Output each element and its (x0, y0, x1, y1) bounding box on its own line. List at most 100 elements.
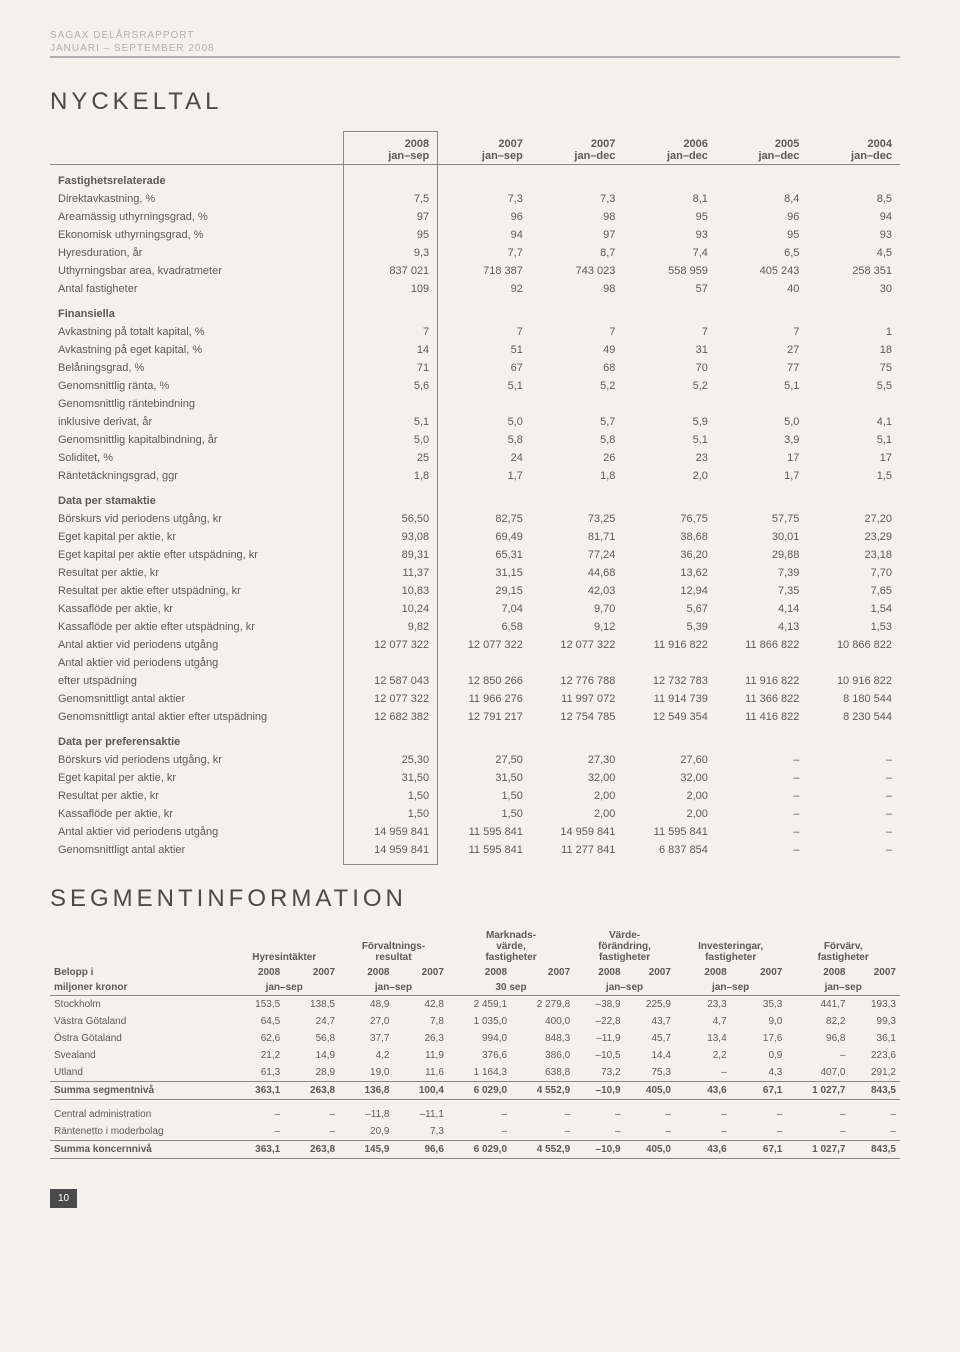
nyckeltal-row-label: Kassaflöde per aktie efter utspädning, k… (50, 618, 344, 636)
nyckeltal-cell: 11 595 841 (623, 823, 716, 841)
nyckeltal-cell: 6,58 (438, 618, 531, 636)
nyckeltal-cell: 7,65 (807, 582, 900, 600)
segment-cell: 363,1 (229, 1141, 284, 1159)
nyckeltal-row-label: Soliditet, % (50, 449, 344, 467)
segment-cell: –11,1 (393, 1106, 447, 1123)
nyckeltal-cell: 95 (716, 226, 807, 244)
nyckeltal-cell: 95 (344, 226, 438, 244)
segment-cell: 4 552,9 (511, 1141, 574, 1159)
nyckeltal-cell: 7,5 (344, 190, 438, 208)
nyckeltal-cell: 258 351 (807, 262, 900, 280)
nyckeltal-cell: 12 732 783 (623, 672, 716, 690)
nyckeltal-cell (807, 395, 900, 413)
nyckeltal-row-label: Räntetäckningsgrad, ggr (50, 467, 344, 485)
nyckeltal-table: 2008jan–sep2007jan–sep2007jan–dec2006jan… (50, 131, 900, 865)
nyckeltal-section-title: Data per preferensaktie (50, 726, 344, 751)
nyckeltal-cell: 97 (344, 208, 438, 226)
nyckeltal-cell: 57,75 (716, 510, 807, 528)
segment-cell: – (448, 1106, 511, 1123)
nyckeltal-cell: 11 914 739 (623, 690, 716, 708)
nyckeltal-cell: 12 776 788 (531, 672, 624, 690)
nyckeltal-cell: 5,7 (531, 413, 624, 431)
segment-cell: 48,9 (339, 996, 393, 1014)
nyckeltal-cell (438, 395, 531, 413)
nyckeltal-row-label: Antal aktier vid periodens utgång (50, 823, 344, 841)
nyckeltal-cell: 14 959 841 (531, 823, 624, 841)
segment-cell: 100,4 (393, 1082, 447, 1100)
nyckeltal-cell: 5,1 (807, 431, 900, 449)
nyckeltal-cell: 17 (807, 449, 900, 467)
nyckeltal-cell: 26 (531, 449, 624, 467)
nyckeltal-row-label: Genomsnittligt antal aktier efter utspäd… (50, 708, 344, 726)
nyckeltal-cell: 25 (344, 449, 438, 467)
segment-cell: – (511, 1106, 574, 1123)
nyckeltal-cell: 5,0 (716, 413, 807, 431)
nyckeltal-cell: 98 (531, 208, 624, 226)
nyckeltal-cell: 93,08 (344, 528, 438, 546)
segment-year-header: 2007 (511, 965, 574, 980)
nyckeltal-row-label: efter utspädning (50, 672, 344, 690)
nyckeltal-cell: 2,00 (531, 787, 624, 805)
nyckeltal-cell: 68 (531, 359, 624, 377)
nyckeltal-cell: 9,12 (531, 618, 624, 636)
nyckeltal-cell: 5,2 (531, 377, 624, 395)
nyckeltal-cell: – (716, 769, 807, 787)
nyckeltal-row-label: Belåningsgrad, % (50, 359, 344, 377)
nyckeltal-cell: 77 (716, 359, 807, 377)
nyckeltal-cell: 96 (716, 208, 807, 226)
nyckeltal-cell: 837 021 (344, 262, 438, 280)
segment-cell: 2,2 (675, 1047, 731, 1064)
nyckeltal-cell: 12 077 322 (531, 636, 624, 654)
segment-cell: – (786, 1106, 849, 1123)
segment-cell: 145,9 (339, 1141, 393, 1159)
segment-cell: – (625, 1106, 675, 1123)
nyckeltal-cell: 743 023 (531, 262, 624, 280)
nyckeltal-cell: – (807, 805, 900, 823)
nyckeltal-cell: 82,75 (438, 510, 531, 528)
segment-row-label: Summa segmentnivå (50, 1082, 229, 1100)
segment-period-header: jan–sep (229, 980, 339, 996)
segment-cell: 42,8 (393, 996, 447, 1014)
segment-cell: – (574, 1106, 624, 1123)
nyckeltal-cell: 76,75 (623, 510, 716, 528)
nyckeltal-cell: 5,0 (438, 413, 531, 431)
segment-cell: 1 035,0 (448, 1013, 511, 1030)
nyckeltal-cell: 42,03 (531, 582, 624, 600)
segment-year-header: 2008 (574, 965, 624, 980)
nyckeltal-cell: 95 (623, 208, 716, 226)
segment-cell: 37,7 (339, 1030, 393, 1047)
segment-cell: 35,3 (731, 996, 787, 1014)
nyckeltal-cell (623, 654, 716, 672)
nyckeltal-cell: 8,5 (807, 190, 900, 208)
nyckeltal-cell: 4,13 (716, 618, 807, 636)
nyckeltal-cell: – (807, 823, 900, 841)
segment-cell: 24,7 (284, 1013, 339, 1030)
segment-cell: 136,8 (339, 1082, 393, 1100)
segment-cell: 20,9 (339, 1123, 393, 1141)
segment-cell: 405,0 (625, 1141, 675, 1159)
segment-cell: – (731, 1106, 787, 1123)
segment-cell: –10,5 (574, 1047, 624, 1064)
nyckeltal-cell: 9,82 (344, 618, 438, 636)
nyckeltal-cell: 10,83 (344, 582, 438, 600)
nyckeltal-row-label: Avkastning på eget kapital, % (50, 341, 344, 359)
segment-row-label: Räntenetto i moderbolag (50, 1123, 229, 1141)
nyckeltal-cell: 1,8 (531, 467, 624, 485)
nyckeltal-cell: 97 (531, 226, 624, 244)
segment-cell: – (448, 1123, 511, 1141)
nyckeltal-cell: 1,7 (438, 467, 531, 485)
segment-period-header: jan–sep (675, 980, 786, 996)
nyckeltal-row-label: Antal aktier vid periodens utgång (50, 654, 344, 672)
segment-cell: 6 029,0 (448, 1141, 511, 1159)
nyckeltal-cell: 5,1 (623, 431, 716, 449)
nyckeltal-cell: 10 866 822 (807, 636, 900, 654)
segment-cell: – (675, 1123, 731, 1141)
segment-cell: 9,0 (731, 1013, 787, 1030)
nyckeltal-cell: 1,50 (344, 805, 438, 823)
nyckeltal-cell: 7,39 (716, 564, 807, 582)
nyckeltal-row-label: Börskurs vid periodens utgång, kr (50, 510, 344, 528)
nyckeltal-cell: 5,8 (531, 431, 624, 449)
segment-cell: 45,7 (625, 1030, 675, 1047)
nyckeltal-row-label: Resultat per aktie, kr (50, 564, 344, 582)
segment-cell: 843,5 (850, 1141, 901, 1159)
